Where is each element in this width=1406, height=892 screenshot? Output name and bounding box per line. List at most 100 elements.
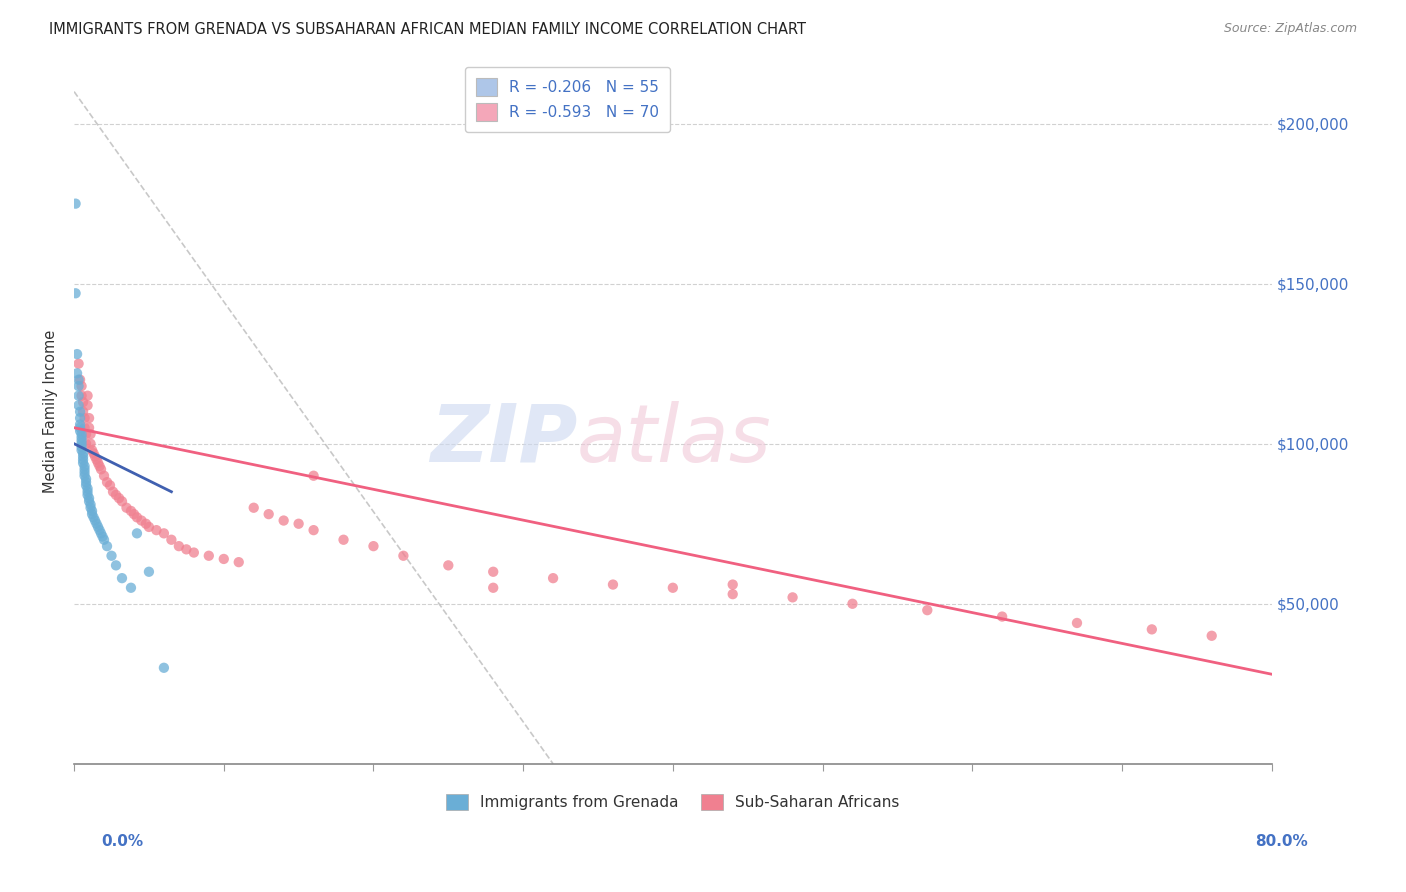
Point	[101, 484, 124, 499]
Point	[662, 581, 685, 595]
Point	[1066, 615, 1088, 630]
Point	[70, 389, 93, 403]
Point	[80, 504, 103, 518]
Point	[482, 565, 505, 579]
Point	[70, 427, 93, 442]
Point	[86, 452, 108, 467]
Point	[1140, 623, 1163, 637]
Point	[841, 597, 863, 611]
Y-axis label: Median Family Income: Median Family Income	[44, 330, 58, 493]
Text: Source: ZipAtlas.com: Source: ZipAtlas.com	[1223, 22, 1357, 36]
Point	[73, 411, 96, 425]
Point	[991, 609, 1014, 624]
Point	[96, 475, 118, 490]
Point	[70, 434, 93, 448]
Point	[153, 661, 176, 675]
Point	[76, 482, 98, 496]
Point	[80, 443, 103, 458]
Point	[72, 456, 94, 470]
Point	[120, 581, 142, 595]
Point	[70, 443, 93, 458]
Point	[91, 530, 114, 544]
Point	[70, 440, 93, 454]
Point	[721, 577, 744, 591]
Point	[70, 430, 93, 444]
Point	[72, 405, 94, 419]
Point	[75, 436, 97, 450]
Point	[65, 196, 87, 211]
Point	[122, 507, 145, 521]
Point	[83, 510, 105, 524]
Point	[721, 587, 744, 601]
Point	[77, 420, 100, 434]
Point	[75, 427, 97, 442]
Point	[120, 504, 142, 518]
Point	[84, 450, 107, 464]
Point	[69, 373, 91, 387]
Point	[69, 405, 91, 419]
Point	[257, 507, 280, 521]
Point	[67, 357, 90, 371]
Point	[66, 366, 89, 380]
Point	[100, 549, 122, 563]
Legend: Immigrants from Grenada, Sub-Saharan Africans: Immigrants from Grenada, Sub-Saharan Afr…	[440, 788, 905, 816]
Point	[176, 542, 198, 557]
Point	[167, 539, 190, 553]
Point	[287, 516, 309, 531]
Point	[153, 526, 176, 541]
Point	[90, 462, 112, 476]
Point	[917, 603, 939, 617]
Point	[228, 555, 250, 569]
Point	[242, 500, 264, 515]
Point	[77, 491, 100, 505]
Point	[93, 468, 115, 483]
Text: ZIP: ZIP	[430, 401, 576, 479]
Point	[183, 545, 205, 559]
Point	[83, 446, 105, 460]
Point	[541, 571, 564, 585]
Point	[145, 523, 167, 537]
Point	[72, 450, 94, 464]
Text: IMMIGRANTS FROM GRENADA VS SUBSAHARAN AFRICAN MEDIAN FAMILY INCOME CORRELATION C: IMMIGRANTS FROM GRENADA VS SUBSAHARAN AF…	[49, 22, 806, 37]
Point	[75, 478, 97, 492]
Point	[111, 494, 134, 508]
Point	[302, 468, 325, 483]
Point	[138, 520, 160, 534]
Point	[138, 565, 160, 579]
Point	[602, 577, 624, 591]
Point	[111, 571, 134, 585]
Point	[76, 389, 98, 403]
Point	[160, 533, 183, 547]
Point	[72, 446, 94, 460]
Point	[73, 459, 96, 474]
Point	[96, 539, 118, 553]
Point	[73, 466, 96, 480]
Point	[105, 488, 128, 502]
Point	[87, 456, 110, 470]
Point	[79, 500, 101, 515]
Point	[76, 398, 98, 412]
Point	[135, 516, 157, 531]
Point	[1201, 629, 1223, 643]
Point	[73, 468, 96, 483]
Point	[212, 552, 235, 566]
Point	[125, 526, 148, 541]
Point	[69, 420, 91, 434]
Point	[75, 475, 97, 490]
Point	[67, 379, 90, 393]
Point	[80, 507, 103, 521]
Point	[70, 379, 93, 393]
Point	[69, 417, 91, 432]
Point	[67, 398, 90, 412]
Point	[79, 427, 101, 442]
Point	[273, 514, 295, 528]
Point	[77, 494, 100, 508]
Point	[105, 558, 128, 573]
Point	[69, 411, 91, 425]
Point	[98, 478, 121, 492]
Point	[73, 462, 96, 476]
Point	[89, 459, 111, 474]
Point	[72, 395, 94, 409]
Point	[69, 424, 91, 438]
Point	[482, 581, 505, 595]
